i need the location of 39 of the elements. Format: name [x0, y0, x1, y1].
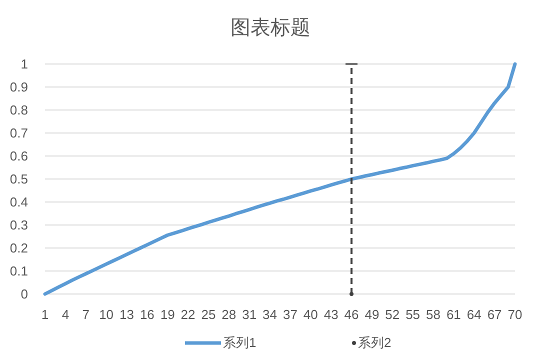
x-tick-label: 70: [508, 307, 522, 322]
x-tick-label: 67: [487, 307, 502, 322]
x-tick-label: 40: [303, 307, 318, 322]
legend-label: 系列1: [223, 335, 256, 350]
x-tick-label: 64: [466, 307, 482, 322]
x-tick-label: 28: [222, 307, 236, 322]
x-tick-label: 19: [160, 307, 175, 322]
x-tick-label: 37: [282, 307, 298, 322]
y-tick-label: 0.8: [10, 102, 28, 118]
legend-label: 系列2: [358, 335, 392, 350]
x-tick-label: 34: [262, 307, 278, 322]
x-tick-label: 10: [99, 307, 114, 322]
y-tick-label: 1: [20, 56, 28, 72]
y-tick-label: 0.6: [10, 148, 28, 164]
y-tick-label: 0.3: [10, 218, 28, 233]
y-tick-label: 0.5: [10, 172, 28, 187]
x-tick-label: 13: [120, 307, 134, 322]
y-tick-label: 0: [20, 286, 28, 302]
x-tick-label: 4: [62, 307, 70, 322]
y-tick-label: 0.7: [10, 126, 28, 141]
x-tick-label: 43: [324, 307, 338, 322]
x-tick-label: 49: [364, 307, 380, 322]
x-tick-label: 46: [344, 307, 359, 322]
x-tick-label: 61: [446, 307, 461, 322]
line-series: [43, 62, 517, 296]
x-tick-label: 16: [140, 307, 154, 322]
y-tick-label: 0.4: [10, 194, 28, 210]
x-tick-label: 55: [406, 307, 420, 322]
x-tick-label: 52: [385, 307, 400, 322]
x-tick-label: 7: [82, 307, 90, 322]
y-tick-label: 0.2: [10, 240, 28, 256]
x-tick-label: 25: [201, 307, 216, 322]
x-tick-label: 22: [180, 307, 196, 322]
y-tick-label: 0.9: [10, 80, 28, 95]
chart-title: 图表标题: [230, 17, 310, 39]
x-tick-label: 1: [41, 307, 49, 322]
y-tick-label: 0.1: [10, 264, 28, 279]
x-tick-label: 31: [242, 307, 257, 322]
x-tick-label: 58: [426, 307, 440, 322]
